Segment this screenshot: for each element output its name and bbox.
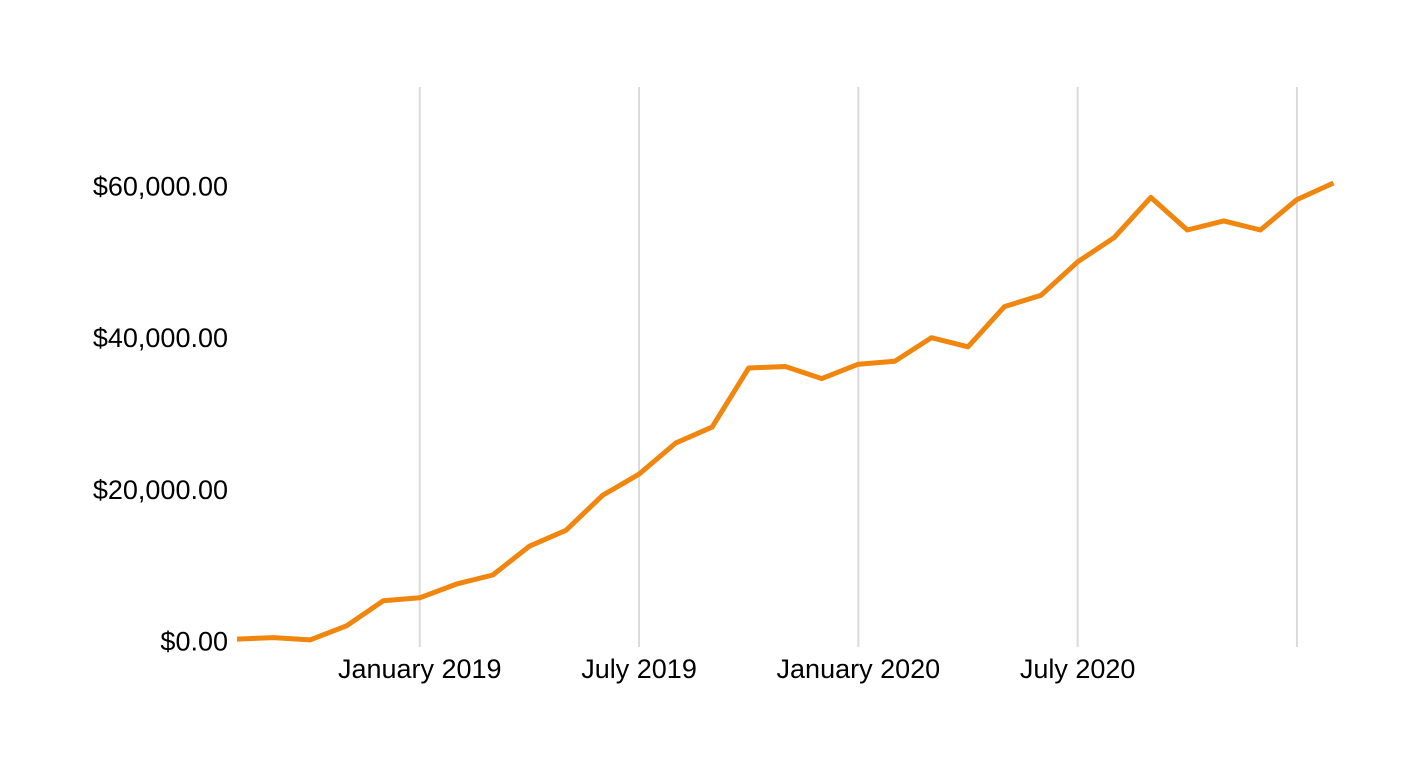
x-axis-tick-label: July 2020 [1020,654,1136,684]
y-axis-tick-label: $20,000.00 [93,475,228,505]
x-axis-tick-label: July 2019 [581,654,697,684]
y-axis-tick-label: $40,000.00 [93,323,228,353]
y-axis-tick-label: $60,000.00 [93,171,228,201]
y-axis-tick-label: $0.00 [160,627,228,657]
x-axis-tick-label: January 2020 [777,654,941,684]
series-line [236,180,1335,643]
x-axis-tick-label: January 2019 [338,654,502,684]
